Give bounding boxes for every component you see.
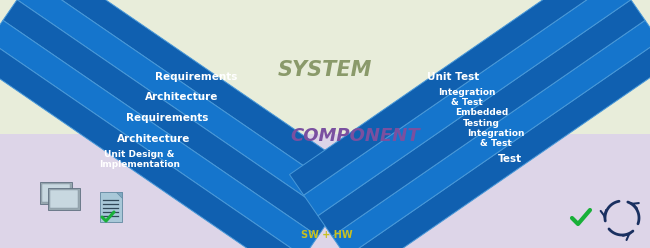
Polygon shape	[17, 0, 346, 216]
Text: Unit Design &
Implementation: Unit Design & Implementation	[99, 150, 179, 169]
Bar	[50, 190, 78, 208]
FancyBboxPatch shape	[100, 192, 122, 222]
Bar	[0, 0, 650, 134]
Text: Test: Test	[498, 154, 522, 164]
Text: COMPONENT: COMPONENT	[290, 127, 420, 145]
Bar	[48, 188, 80, 210]
Polygon shape	[346, 41, 650, 248]
Bar	[40, 182, 72, 204]
Polygon shape	[332, 20, 650, 248]
Text: Integration
& Test: Integration & Test	[467, 129, 525, 148]
Polygon shape	[3, 0, 332, 236]
Text: SW + HW: SW + HW	[301, 230, 353, 240]
Bar	[0, 134, 650, 248]
Text: Architecture: Architecture	[145, 93, 218, 102]
Polygon shape	[0, 20, 318, 248]
Text: Embedded
Testing: Embedded Testing	[455, 108, 508, 128]
Polygon shape	[318, 0, 645, 236]
Text: Requirements: Requirements	[126, 113, 209, 123]
Polygon shape	[31, 0, 360, 195]
Text: Architecture: Architecture	[116, 134, 190, 144]
Polygon shape	[289, 0, 617, 195]
Text: Requirements: Requirements	[155, 72, 237, 82]
Bar	[42, 184, 70, 202]
Text: Unit Test: Unit Test	[427, 72, 479, 82]
Polygon shape	[0, 41, 304, 248]
Polygon shape	[304, 0, 631, 216]
Text: SYSTEM: SYSTEM	[278, 60, 372, 80]
Text: Integration
& Test: Integration & Test	[439, 88, 496, 107]
Polygon shape	[116, 192, 122, 198]
